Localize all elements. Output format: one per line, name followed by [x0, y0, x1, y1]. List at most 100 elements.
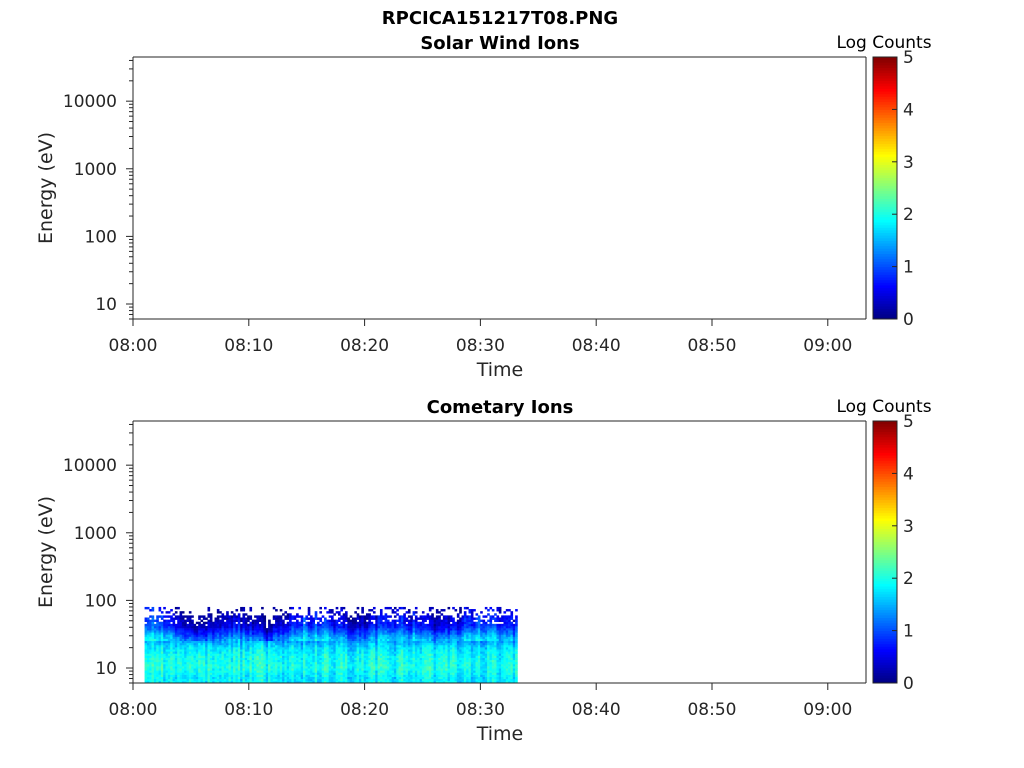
heatmap-cell [307, 644, 311, 648]
heatmap-cell [477, 678, 481, 682]
heatmap-cell [393, 657, 397, 661]
heatmap-cell [263, 628, 267, 631]
heatmap-cell [191, 663, 194, 667]
heatmap-cell [328, 657, 332, 661]
heatmap-cell [426, 625, 430, 629]
heatmap-cell [216, 672, 220, 675]
heatmap-cell [291, 666, 295, 669]
heatmap-cell [293, 628, 297, 631]
heatmap-cell [414, 666, 418, 669]
heatmap-cell [235, 640, 239, 644]
heatmap-cell [219, 644, 222, 648]
heatmap-cell [242, 674, 246, 677]
heatmap-cell [449, 619, 453, 623]
heatmap-cell [312, 630, 315, 633]
heatmap-cell [146, 638, 150, 642]
heatmap-cell [377, 628, 381, 631]
heatmap-cell [391, 611, 395, 614]
heatmap-cell [466, 647, 469, 650]
colorbar-segment [873, 75, 897, 79]
heatmap-cell [365, 672, 369, 675]
heatmap-cell [410, 653, 413, 656]
heatmap-cell [459, 647, 462, 650]
heatmap-cell [149, 674, 152, 677]
heatmap-cell [421, 680, 425, 684]
heatmap-cell [361, 634, 364, 637]
heatmap-cell [331, 674, 334, 677]
heatmap-cell [338, 655, 341, 658]
heatmap-cell [277, 659, 281, 663]
heatmap-cell [349, 676, 353, 680]
heatmap-cell [459, 642, 462, 646]
heatmap-cell [459, 644, 462, 648]
heatmap-cell [279, 680, 283, 684]
heatmap-cell [235, 630, 239, 633]
heatmap-cell [186, 625, 190, 629]
heatmap-cell [421, 615, 425, 618]
heatmap-cell [456, 628, 460, 631]
heatmap-cell [338, 678, 341, 682]
heatmap-cell [167, 625, 171, 629]
heatmap-cell [282, 623, 285, 627]
heatmap-cell [272, 615, 276, 618]
heatmap-cell [470, 640, 474, 644]
heatmap-cell [326, 634, 329, 637]
heatmap-cell [240, 655, 243, 658]
heatmap-cell [172, 644, 176, 648]
heatmap-cell [396, 636, 399, 639]
heatmap-cell [200, 651, 204, 654]
heatmap-cell [386, 649, 390, 652]
heatmap-cell [298, 644, 302, 648]
heatmap-cell [226, 615, 229, 618]
heatmap-cell [167, 647, 171, 650]
heatmap-cell [463, 615, 467, 618]
heatmap-cell [421, 634, 425, 637]
heatmap-cell [240, 625, 243, 629]
heatmap-cell [449, 623, 453, 627]
colorbar-segment [873, 77, 897, 82]
heatmap-cell [242, 623, 246, 627]
heatmap-cell [219, 663, 222, 667]
heatmap-cell [153, 653, 157, 656]
heatmap-cell [349, 628, 353, 631]
heatmap-cell [389, 651, 392, 654]
heatmap-cell [449, 642, 453, 646]
heatmap-cell [202, 630, 206, 633]
heatmap-cell [240, 676, 243, 680]
heatmap-cell [265, 657, 269, 661]
heatmap-cell [251, 678, 255, 682]
heatmap-cell [261, 644, 264, 648]
heatmap-cell [398, 632, 402, 635]
heatmap-cell [312, 644, 315, 648]
heatmap-cell [431, 655, 434, 658]
heatmap-cell [165, 651, 169, 654]
heatmap-cell [291, 636, 295, 639]
heatmap-cell [461, 625, 465, 629]
heatmap-cell [412, 663, 416, 667]
colorbar-segment [873, 193, 897, 197]
heatmap-cell [345, 655, 348, 658]
heatmap-cell [419, 615, 423, 618]
heatmap-cell [272, 644, 276, 648]
heatmap-cell [179, 630, 183, 633]
heatmap-cell [310, 674, 313, 677]
heatmap-cell [221, 647, 225, 650]
heatmap-cell [184, 674, 187, 677]
heatmap-cell [363, 619, 367, 623]
heatmap-cell [305, 678, 309, 682]
heatmap-cell [202, 655, 206, 658]
heatmap-cell [184, 615, 187, 618]
heatmap-cell [424, 653, 427, 656]
heatmap-cell [447, 623, 451, 627]
heatmap-cell [410, 674, 413, 677]
heatmap-cell [170, 661, 173, 665]
heatmap-cell [165, 655, 169, 658]
heatmap-cell [426, 632, 430, 635]
heatmap-cell [321, 621, 325, 625]
heatmap-cell [317, 630, 320, 633]
heatmap-cell [200, 680, 204, 684]
heatmap-cell [258, 630, 262, 633]
heatmap-cell [219, 657, 222, 661]
heatmap-cell [340, 657, 343, 661]
heatmap-cell [300, 661, 304, 665]
